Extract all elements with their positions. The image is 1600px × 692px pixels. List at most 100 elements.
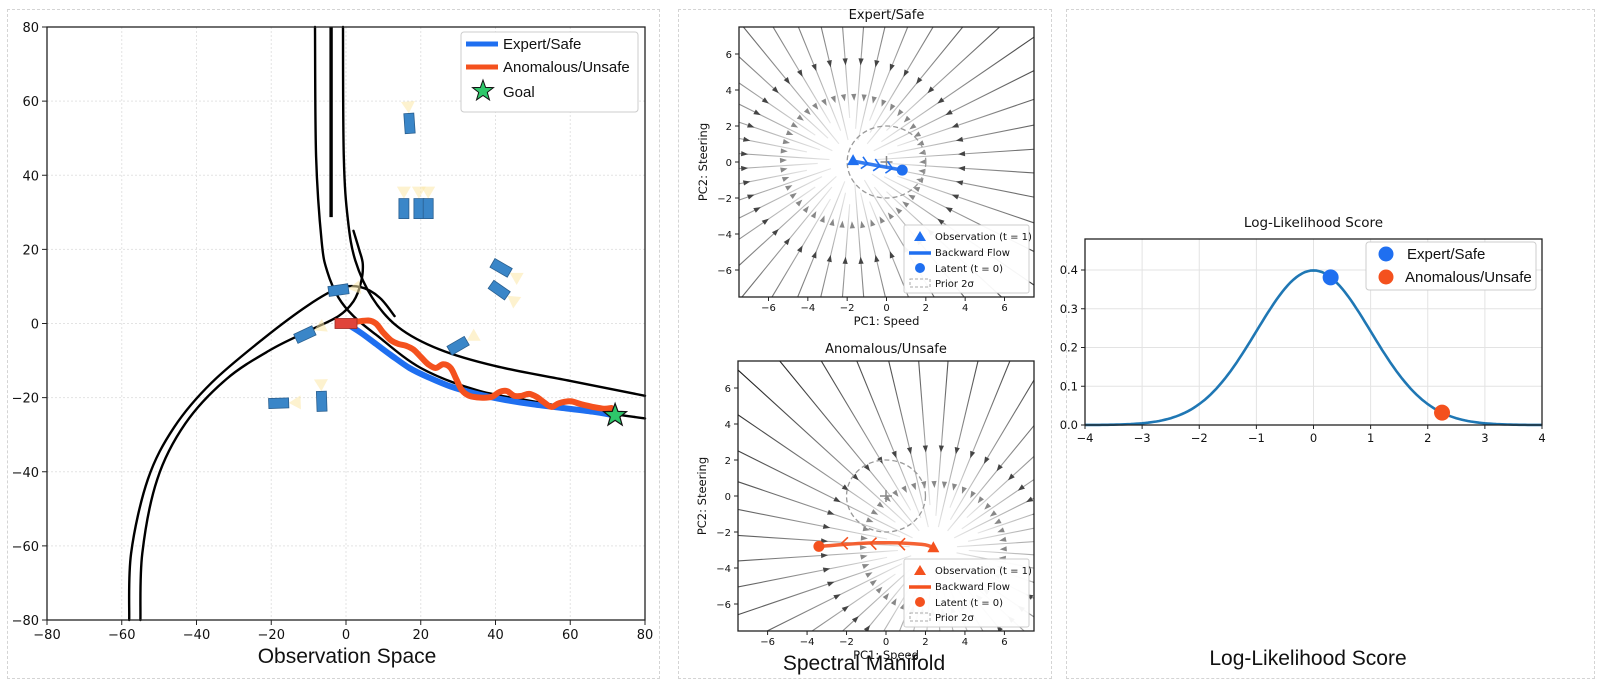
streamline-arrow [753,207,761,213]
x-tick-label: −2 [840,303,855,314]
legend-backward-flow-label: Backward Flow [935,248,1010,259]
streamline-arrow [955,180,964,186]
road-edge [341,25,647,397]
streamline-arrow [997,527,1005,533]
streamline-arrow [819,215,825,223]
streamline-arrow [860,535,868,541]
log-likelihood-panel [1066,9,1595,679]
streamline-arrow [827,581,835,587]
streamline-arrow [937,218,945,225]
streamline-arrow [820,538,829,544]
streamline-arrow [780,148,788,154]
observation-space-chart: −80 −60 −40 −20 0 20 40 60 80 −80 −60 −40 −20 0 20 40 60… [12,21,654,643]
agent-vehicle [268,395,301,410]
streamline-arrow [876,501,885,508]
x-tick-label: −6 [760,637,775,648]
x-tick-label: 20 [412,628,429,643]
agent-body [293,325,317,344]
streamline-arrow [741,165,749,172]
streamline-arrow [849,221,855,229]
score-point [1322,269,1339,286]
x-tick-label: −2 [1191,431,1208,445]
streamline-arrow [811,251,817,259]
streamline [855,27,865,129]
streamline [949,379,1034,521]
streamline-arrow [865,572,873,578]
prior-circle [845,459,927,533]
streamline [935,361,949,516]
streamline-arrow [859,544,867,551]
streamline [779,361,920,532]
legend-expert-icon [1378,246,1394,262]
streamline [739,168,832,201]
backward-flow-arrow [872,158,882,172]
streamline [738,450,913,539]
manifold-anomalous-chart: −6 −4 −2 0 2 4 6 −6 −4 −2 0 2 4 6 Anomalous/Unsafe PC1:… [695,342,1035,662]
streamline-arrow [882,592,889,601]
prior-circle [846,125,927,199]
streamline [738,556,888,588]
streamline-arrow [884,495,891,502]
streamline [739,162,818,170]
streamline [966,455,1034,519]
agent-vehicle [293,318,328,344]
streamline-arrow [812,102,819,110]
y-tick-label: 0.2 [1060,341,1078,355]
chart-title: Anomalous/Unsafe [825,342,947,357]
backward-flow-path [818,540,935,550]
streamline [841,204,851,297]
x-tick-label: 0 [1310,431,1317,445]
streamline [953,497,1034,539]
x-tick-label: 6 [1001,637,1007,648]
streamline-arrow [761,218,769,225]
streamline-arrow [889,251,895,259]
streamline [738,508,888,540]
streamline-arrow [851,93,857,101]
legend-latent-icon [915,263,925,273]
x-axis-label: PC1: Speed [853,648,919,662]
streamline-arrow [833,594,841,600]
streamline-arrow [829,218,835,226]
x-tick-label: −60 [108,628,135,643]
streamline [738,414,896,523]
legend-latent-label: Latent (t = 0) [935,264,1003,275]
streamline [739,55,829,139]
road-edge [127,284,396,622]
streamline-arrow [913,131,922,138]
streamline-arrow [779,157,787,164]
streamline-arrow [790,122,799,128]
streamline [937,361,979,528]
streamline-arrow [961,486,967,494]
streamline-arrow [863,625,871,631]
streamline-arrow [919,159,927,165]
streamline-arrow [1032,509,1034,515]
latent-marker [896,164,908,176]
x-tick-label: 40 [487,628,504,643]
x-tick-label: −4 [800,303,815,314]
y-tick-label: −2 [717,194,732,205]
y-tick-label: 4 [725,420,731,431]
streamline-arrow [982,631,990,640]
streamline-arrow [994,518,1002,525]
streamline-arrow [970,450,976,459]
streamline [887,124,1034,155]
streamline-arrow [803,108,811,115]
streamline-arrow [753,109,761,116]
streamline [854,182,865,297]
agent-vehicle [487,279,522,309]
x-tick-label: 0 [342,628,350,643]
legend: Observation (t = 1) Backward Flow Latent (… [903,558,1032,628]
streamline-arrow [874,254,880,263]
streamline-arrow [983,456,990,464]
streamline-arrow [902,201,910,208]
agent-body [446,335,470,356]
density-curve [1085,269,1542,427]
agent-vehicle [446,328,481,356]
legend-anomalous-icon [1378,269,1394,285]
streamline-arrow [841,605,849,612]
streamline-arrow [958,165,966,172]
legend-box [903,224,1030,294]
streamline [876,165,1034,198]
agent-body [487,279,511,301]
streamline [742,27,840,145]
